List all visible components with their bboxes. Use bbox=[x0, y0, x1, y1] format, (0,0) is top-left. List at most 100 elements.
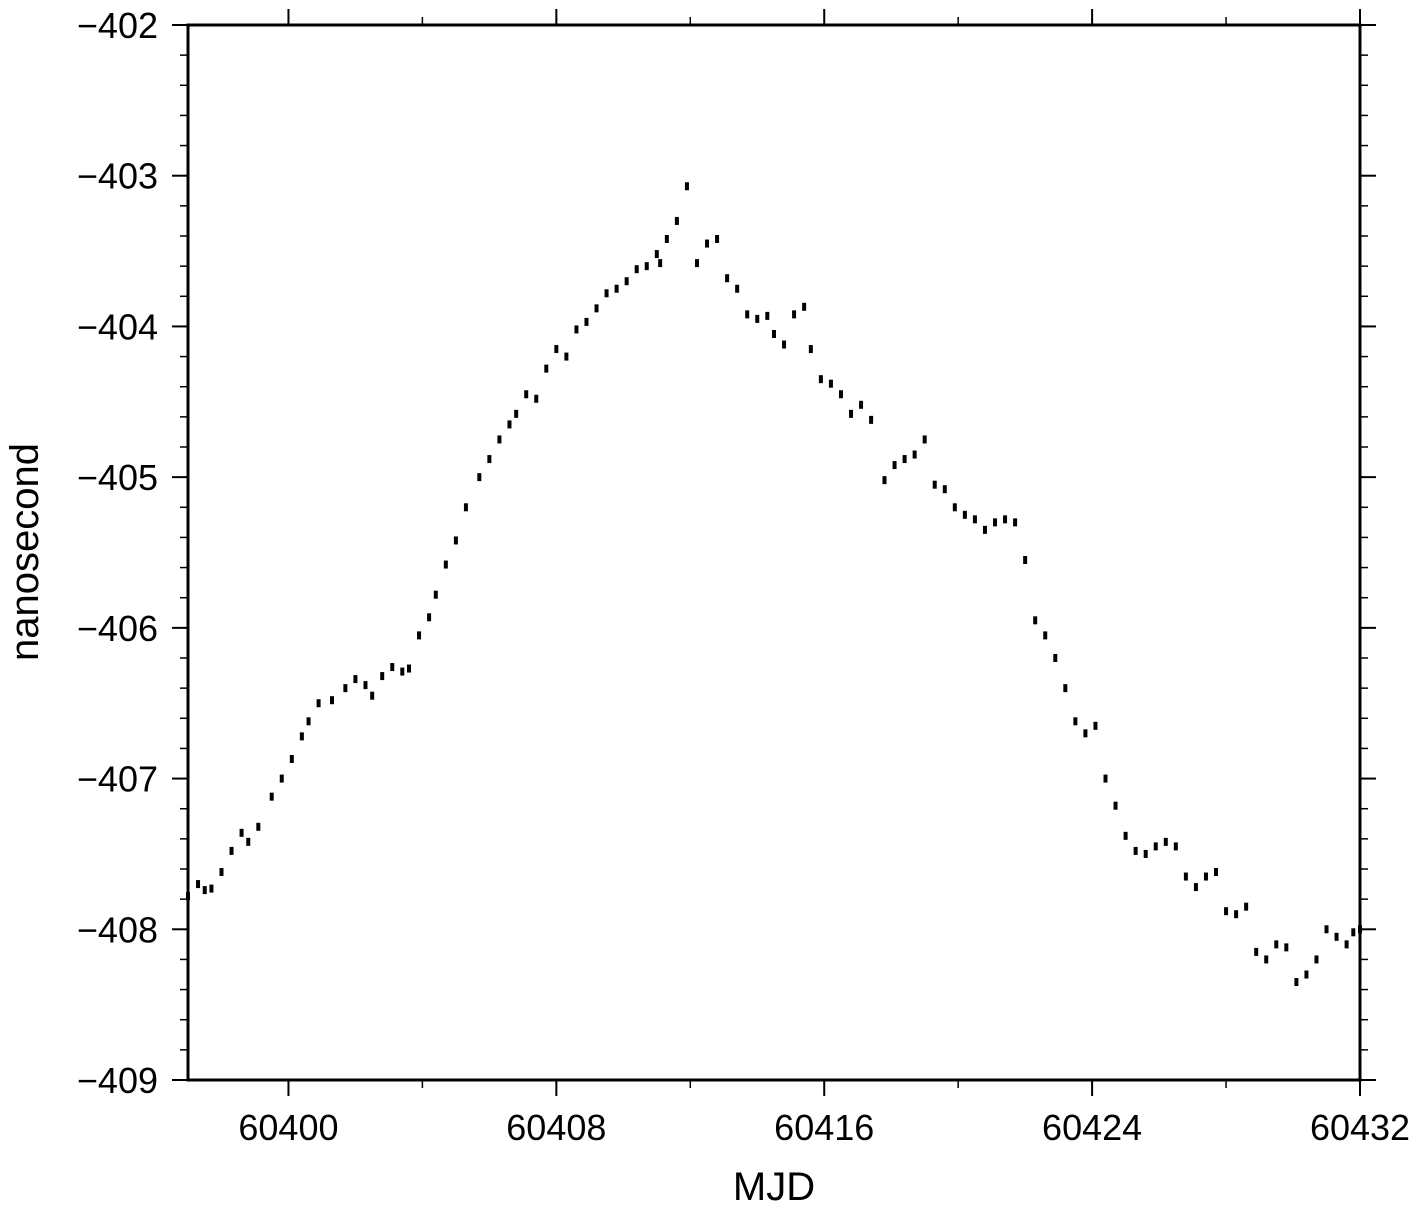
data-point bbox=[684, 182, 689, 191]
data-point bbox=[1244, 902, 1249, 911]
data-point bbox=[507, 420, 512, 429]
data-point bbox=[574, 325, 579, 334]
data-point bbox=[664, 235, 669, 244]
data-point bbox=[246, 837, 251, 846]
plot-frame bbox=[186, 23, 1362, 1082]
data-point bbox=[1063, 684, 1068, 693]
y-tick-label: −402 bbox=[77, 5, 158, 46]
data-point bbox=[634, 265, 639, 274]
data-point bbox=[363, 681, 368, 690]
data-point bbox=[658, 259, 663, 268]
data-point bbox=[849, 409, 854, 418]
data-point bbox=[882, 476, 887, 485]
data-point bbox=[544, 364, 549, 373]
data-point bbox=[534, 394, 539, 403]
data-point bbox=[1043, 631, 1048, 640]
y-tick-label: −407 bbox=[77, 759, 158, 800]
data-point bbox=[765, 311, 770, 320]
data-point bbox=[1224, 907, 1229, 916]
y-tick-label: −404 bbox=[77, 306, 158, 347]
data-point bbox=[554, 345, 559, 354]
data-point bbox=[316, 699, 321, 708]
data-point bbox=[802, 302, 807, 311]
data-point bbox=[514, 409, 519, 418]
data-point bbox=[1053, 654, 1058, 662]
x-axis-label: MJD bbox=[733, 1165, 815, 1209]
data-point bbox=[279, 774, 284, 783]
data-point bbox=[1093, 721, 1098, 730]
data-point bbox=[674, 216, 679, 225]
data-point bbox=[417, 631, 422, 640]
y-tick-label: −408 bbox=[77, 909, 158, 950]
data-point bbox=[433, 590, 438, 599]
data-point bbox=[1304, 970, 1309, 979]
data-point bbox=[902, 455, 907, 464]
data-point bbox=[932, 480, 937, 489]
x-tick-label: 60400 bbox=[238, 1107, 338, 1148]
data-point bbox=[400, 667, 405, 676]
data-point bbox=[952, 503, 957, 512]
data-point bbox=[1274, 940, 1279, 949]
y-tick-label: −406 bbox=[77, 608, 158, 649]
data-point bbox=[219, 868, 224, 877]
minor-ticks bbox=[180, 17, 1368, 1088]
x-tick-label: 60408 bbox=[506, 1107, 606, 1148]
data-point bbox=[782, 340, 787, 349]
data-point bbox=[755, 314, 760, 323]
data-point bbox=[380, 672, 385, 681]
data-point bbox=[1173, 842, 1178, 851]
data-point bbox=[524, 390, 529, 399]
x-tick-label: 60432 bbox=[1310, 1107, 1410, 1148]
data-point bbox=[715, 235, 720, 244]
data-point bbox=[370, 691, 375, 700]
data-point bbox=[654, 250, 659, 259]
data-point bbox=[584, 317, 589, 326]
data-point bbox=[614, 284, 619, 293]
data-point bbox=[1153, 842, 1158, 851]
data-point bbox=[1314, 955, 1319, 964]
data-point bbox=[239, 828, 244, 837]
data-point bbox=[1143, 849, 1148, 858]
data-point bbox=[1083, 729, 1088, 738]
data-point bbox=[982, 525, 987, 534]
data-point bbox=[487, 455, 492, 464]
data-point bbox=[604, 289, 609, 298]
data-point bbox=[1254, 947, 1259, 956]
x-tick-label: 60416 bbox=[774, 1107, 874, 1148]
data-point bbox=[1234, 910, 1239, 919]
data-point bbox=[1344, 940, 1349, 949]
y-axis-label: nanosecond bbox=[3, 443, 47, 661]
data-point bbox=[202, 886, 207, 895]
data-point bbox=[818, 375, 823, 384]
data-point bbox=[289, 754, 294, 763]
data-point bbox=[1123, 831, 1128, 840]
data-point bbox=[564, 352, 569, 361]
data-point bbox=[1214, 868, 1219, 877]
data-point bbox=[463, 503, 468, 512]
data-point bbox=[694, 259, 699, 268]
data-point bbox=[1033, 616, 1038, 625]
data-points bbox=[186, 182, 1362, 987]
y-tick-label: −405 bbox=[77, 457, 158, 498]
data-point bbox=[1023, 556, 1028, 565]
data-point bbox=[477, 473, 482, 482]
data-point bbox=[427, 613, 432, 622]
data-point bbox=[1294, 978, 1299, 987]
data-point bbox=[993, 518, 998, 527]
y-axis-ticks bbox=[172, 24, 1376, 1081]
y-tick-label: −409 bbox=[77, 1060, 158, 1101]
data-point bbox=[972, 515, 977, 524]
data-point bbox=[725, 274, 730, 283]
data-point bbox=[772, 329, 776, 338]
data-point bbox=[745, 310, 750, 319]
data-point bbox=[1351, 928, 1356, 937]
data-point bbox=[1284, 943, 1289, 952]
data-point bbox=[869, 415, 874, 424]
data-point bbox=[892, 461, 897, 470]
data-point bbox=[209, 884, 214, 893]
data-point bbox=[407, 664, 412, 673]
data-point bbox=[838, 390, 843, 399]
data-point bbox=[306, 717, 311, 726]
x-tick-label: 60424 bbox=[1042, 1107, 1142, 1148]
